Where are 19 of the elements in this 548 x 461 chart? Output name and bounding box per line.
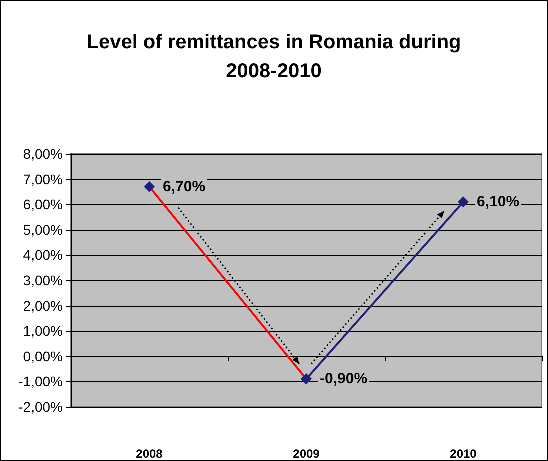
y-tick-label: 6,00% xyxy=(23,196,63,213)
y-tick-label: 7,00% xyxy=(23,171,63,188)
y-tick-label: -2,00% xyxy=(18,399,63,415)
y-tick-label: 0,00% xyxy=(23,348,63,364)
chart-title: Level of remittances in Romania during 2008-2010 xyxy=(86,32,462,82)
y-tick-label: 5,00% xyxy=(23,222,63,238)
x-tick-label: 2009 xyxy=(293,447,320,461)
x-tick-label: 2008 xyxy=(136,447,164,461)
y-tick-label: -1,00% xyxy=(18,374,63,390)
y-tick-label: 2,00% xyxy=(23,298,63,314)
y-tick-label: 4,00% xyxy=(23,247,63,264)
x-tick-label: 2010 xyxy=(450,447,478,461)
y-tick-label: 1,00% xyxy=(23,323,63,340)
data-label: 6,10% xyxy=(477,194,520,211)
data-label: 6,70% xyxy=(163,178,206,196)
point xyxy=(458,196,469,208)
y-tick-label: 8,00% xyxy=(23,146,63,162)
y-tick-label: 3,00% xyxy=(23,272,63,288)
data-label: -0,90% xyxy=(320,370,368,388)
